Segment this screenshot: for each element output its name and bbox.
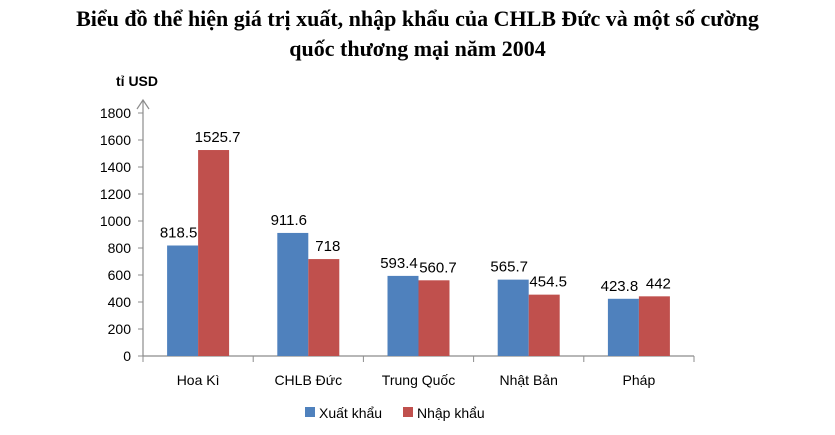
chart-title: Biểu đồ thể hiện giá trị xuất, nhập khẩu… (0, 4, 835, 64)
legend-swatch (403, 407, 413, 417)
x-tick-label: Hoa Kì (177, 372, 220, 388)
data-label: 911.6 (271, 212, 307, 229)
y-tick-label: 200 (108, 321, 132, 337)
y-tick-label: 1200 (100, 186, 131, 202)
data-label: 1525.7 (195, 129, 241, 146)
data-label: 818.5 (160, 225, 198, 242)
data-label: 560.7 (419, 259, 457, 276)
y-tick-label: 800 (108, 240, 132, 256)
data-label: 454.5 (529, 274, 567, 291)
y-tick-label: 0 (123, 348, 131, 364)
data-label: 423.8 (601, 278, 639, 295)
legend-swatch (305, 407, 315, 417)
legend-label: Nhập khẩu (417, 405, 485, 421)
x-tick-label: Trung Quốc (382, 372, 455, 388)
legend-label: Xuất khẩu (319, 405, 382, 421)
y-tick-label: 1000 (100, 213, 131, 229)
x-tick-label: Pháp (623, 372, 656, 388)
data-label: 442 (646, 275, 671, 292)
chart-title-line-1: Biểu đồ thể hiện giá trị xuất, nhập khẩu… (76, 6, 759, 31)
bar-export (167, 245, 199, 356)
y-axis-label: tỉ USD (116, 73, 158, 89)
bar-import (638, 296, 670, 356)
bar-export (277, 232, 309, 356)
bar-import (528, 294, 560, 356)
y-tick-label: 400 (108, 294, 132, 310)
y-tick-label: 1800 (100, 105, 131, 121)
bar-export (607, 298, 639, 356)
x-tick-label: Nhật Bản (500, 372, 558, 388)
y-tick-label: 1400 (100, 159, 131, 175)
bar-import (308, 259, 340, 356)
y-axis-arrow-icon (136, 98, 150, 110)
bar-export (497, 279, 529, 356)
chart-title-line-2: quốc thương mại năm 2004 (289, 36, 546, 61)
bar-export (387, 275, 419, 356)
data-label: 565.7 (490, 259, 528, 276)
bar-import (198, 150, 230, 356)
data-label: 593.4 (380, 255, 418, 272)
bar-import (418, 280, 450, 356)
y-tick-label: 1600 (100, 132, 131, 148)
y-tick-label: 600 (108, 267, 132, 283)
x-tick-label: CHLB Đức (274, 372, 342, 388)
data-label: 718 (315, 238, 340, 255)
